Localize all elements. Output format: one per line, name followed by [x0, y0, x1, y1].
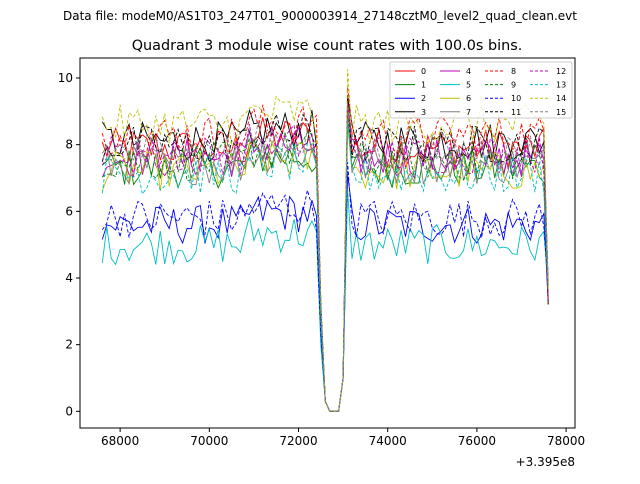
y-tick-label: 2: [65, 338, 73, 352]
y-tick-label: 10: [58, 71, 73, 85]
legend-label-6: 6: [466, 94, 471, 103]
legend-label-15: 15: [556, 108, 566, 117]
legend-label-5: 5: [466, 81, 471, 90]
y-tick-label: 8: [65, 138, 73, 152]
legend-label-14: 14: [556, 94, 566, 103]
x-tick-label: 76000: [458, 434, 496, 448]
series-line-13: [101, 121, 549, 412]
plot-lines: [101, 69, 549, 412]
y-tick-label: 0: [65, 404, 73, 418]
x-tick-label: 74000: [369, 434, 407, 448]
series-line-15: [101, 103, 549, 412]
x-tick-label: 72000: [279, 434, 317, 448]
chart-title: Quadrant 3 module wise count rates with …: [132, 38, 523, 54]
x-tick-label: 68000: [101, 434, 139, 448]
legend-box: [389, 61, 573, 119]
suptitle: Data file: modeM0/AS1T03_247T01_90000039…: [63, 9, 577, 23]
series-line-10: [101, 162, 549, 412]
series-line-1: [101, 115, 549, 412]
x-axis-offset-label: +3.395e8: [516, 455, 575, 469]
series-line-5: [101, 190, 549, 412]
legend-label-4: 4: [466, 67, 471, 76]
legend-label-13: 13: [556, 81, 566, 90]
series-line-8: [101, 87, 549, 412]
series-line-7: [101, 117, 549, 412]
series-line-2: [101, 174, 549, 412]
legend-label-1: 1: [421, 81, 426, 90]
legend-label-3: 3: [421, 108, 426, 117]
series-line-12: [101, 102, 549, 412]
series-line-14: [101, 69, 549, 412]
legend-label-10: 10: [511, 94, 521, 103]
axes-frame: [79, 57, 576, 429]
x-axis: 68000 70000 72000 74000 76000 78000: [101, 428, 585, 448]
legend-label-2: 2: [421, 94, 426, 103]
x-tick-label: 70000: [190, 434, 228, 448]
legend-label-8: 8: [511, 67, 516, 76]
legend-label-9: 9: [511, 81, 516, 90]
y-tick-label: 6: [65, 204, 73, 218]
legend-label-11: 11: [511, 108, 521, 117]
series-line-11: [101, 95, 549, 412]
y-axis: 0 2 4 6 8 10: [58, 71, 80, 418]
legend-label-0: 0: [421, 67, 426, 76]
legend-label-12: 12: [556, 67, 566, 76]
legend-label-7: 7: [466, 108, 471, 117]
y-tick-label: 4: [65, 271, 73, 285]
x-tick-label: 78000: [547, 434, 585, 448]
